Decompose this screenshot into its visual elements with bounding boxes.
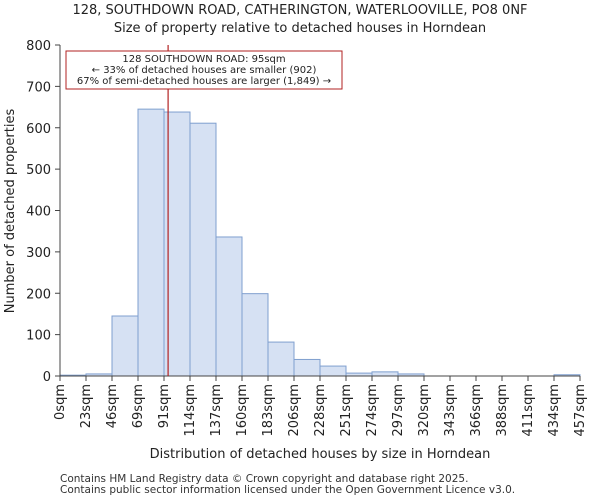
x-tick-label: 91sqm	[157, 384, 172, 428]
x-tick-label: 46sqm	[105, 384, 120, 428]
annotation-line-3: 67% of semi-detached houses are larger (…	[77, 76, 331, 87]
x-tick-label: 457sqm	[573, 384, 588, 437]
histogram-bar	[215, 236, 243, 377]
x-tick-label: 23sqm	[79, 384, 94, 428]
y-axis-label: Number of detached properties	[3, 109, 18, 314]
footer-licence: Contains public sector information licen…	[60, 484, 516, 496]
x-axis-label: Distribution of detached houses by size …	[150, 447, 491, 462]
annotation-line-1: 128 SOUTHDOWN ROAD: 95sqm	[122, 54, 285, 65]
x-tick-label: 366sqm	[469, 384, 484, 437]
y-tick-label: 200	[26, 287, 51, 302]
x-tick-label: 434sqm	[547, 384, 562, 437]
histogram-bar	[241, 293, 269, 377]
x-tick-label: 206sqm	[287, 384, 302, 437]
x-tick-label: 114sqm	[183, 384, 198, 437]
x-tick-label: 343sqm	[443, 384, 458, 437]
y-tick-label: 100	[26, 329, 51, 344]
y-tick-label: 0	[43, 370, 51, 385]
y-tick-label: 500	[26, 163, 51, 178]
x-tick-label: 183sqm	[261, 384, 276, 437]
histogram-bar	[267, 341, 295, 377]
x-tick-label: 69sqm	[131, 384, 146, 428]
y-tick-label: 700	[26, 80, 51, 95]
histogram-bar	[319, 365, 347, 377]
x-tick-label: 320sqm	[417, 384, 432, 437]
x-tick-label: 388sqm	[495, 384, 510, 437]
chart-subtitle: Size of property relative to detached ho…	[113, 21, 487, 36]
x-tick-label: 251sqm	[339, 384, 354, 437]
histogram-bar	[111, 315, 139, 377]
x-tick-label: 137sqm	[209, 384, 224, 437]
annotation-line-2: ← 33% of detached houses are smaller (90…	[92, 65, 317, 76]
histogram-bar	[189, 122, 217, 377]
histogram-bar	[137, 108, 165, 377]
y-tick-label: 800	[26, 39, 51, 54]
x-tick-label: 228sqm	[313, 384, 328, 437]
annotation-box	[65, 50, 343, 90]
x-tick-label: 274sqm	[365, 384, 380, 437]
x-tick-label: 411sqm	[521, 384, 536, 437]
histogram-bar	[371, 371, 399, 377]
y-tick-label: 400	[26, 205, 51, 220]
x-tick-label: 297sqm	[391, 384, 406, 437]
footer-copyright: Contains HM Land Registry data © Crown c…	[60, 473, 469, 485]
chart-title: 128, SOUTHDOWN ROAD, CATHERINGTON, WATER…	[72, 3, 528, 18]
x-tick-label: 0sqm	[53, 384, 68, 420]
x-tick-label: 160sqm	[235, 384, 250, 437]
histogram-bar	[293, 358, 321, 377]
y-tick-label: 600	[26, 122, 51, 137]
y-tick-label: 300	[26, 246, 51, 261]
